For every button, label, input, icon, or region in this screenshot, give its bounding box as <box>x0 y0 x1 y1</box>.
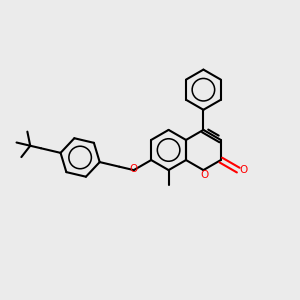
Text: O: O <box>129 164 138 174</box>
Text: O: O <box>239 165 248 175</box>
Text: O: O <box>200 170 208 180</box>
